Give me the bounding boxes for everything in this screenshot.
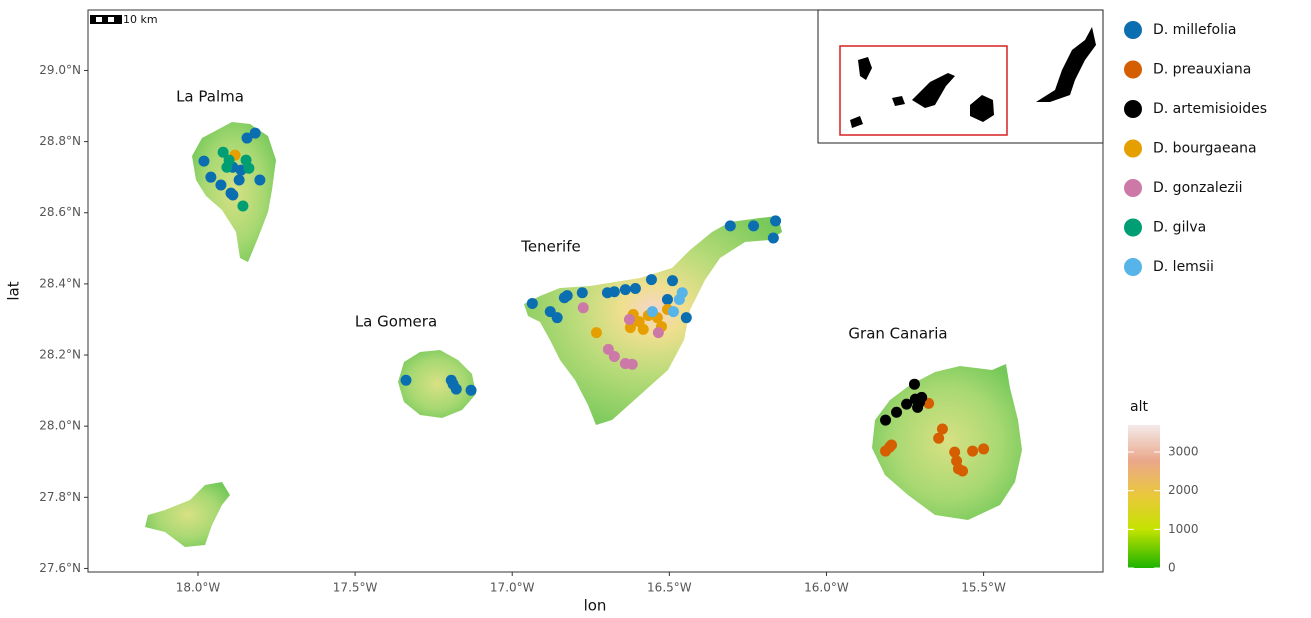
point bbox=[653, 327, 664, 338]
colorbar-tick-label: 3000 bbox=[1168, 445, 1199, 459]
y-tick-label: 29.0°N bbox=[39, 63, 81, 77]
point bbox=[646, 274, 657, 285]
point bbox=[466, 385, 477, 396]
map: 10 km La Palma La Gomera Tenerife Gran C… bbox=[0, 0, 1311, 618]
point bbox=[224, 155, 235, 166]
y-axis-label: lat bbox=[5, 281, 23, 300]
legend-marker bbox=[1124, 100, 1142, 118]
island-label: La Palma bbox=[176, 88, 244, 106]
colorbar-tick-label: 2000 bbox=[1168, 483, 1199, 497]
island-label: Gran Canaria bbox=[848, 325, 947, 343]
y-tick-label: 28.4°N bbox=[39, 276, 81, 290]
legend-marker bbox=[1124, 258, 1142, 276]
point bbox=[916, 392, 927, 403]
point bbox=[198, 156, 209, 167]
point bbox=[250, 128, 261, 139]
legend-marker bbox=[1124, 140, 1142, 158]
point bbox=[891, 407, 902, 418]
y-tick-label: 28.2°N bbox=[39, 348, 81, 362]
colorbar bbox=[1128, 425, 1160, 568]
point bbox=[243, 163, 254, 174]
point bbox=[609, 351, 620, 362]
legend-label: D. gonzalezii bbox=[1153, 180, 1243, 196]
point bbox=[768, 233, 779, 244]
point bbox=[577, 287, 588, 298]
point bbox=[215, 180, 226, 191]
point bbox=[401, 375, 412, 386]
legend-marker bbox=[1124, 21, 1142, 39]
legend-label: D. gilva bbox=[1153, 220, 1206, 236]
inset-map bbox=[818, 10, 1103, 143]
point bbox=[677, 287, 688, 298]
colorbar-tick-label: 0 bbox=[1168, 561, 1176, 575]
point bbox=[627, 359, 638, 370]
point bbox=[527, 298, 538, 309]
x-tick-label: 17.0°W bbox=[490, 581, 535, 595]
point bbox=[880, 415, 891, 426]
point bbox=[912, 402, 923, 413]
point bbox=[937, 424, 948, 435]
point bbox=[884, 442, 895, 453]
point bbox=[562, 290, 573, 301]
point bbox=[254, 175, 265, 186]
point bbox=[957, 465, 968, 476]
legend-label: D. preauxiana bbox=[1153, 62, 1251, 78]
legend-label: D. lemsii bbox=[1153, 259, 1214, 275]
point bbox=[681, 312, 692, 323]
x-tick-label: 15.5°W bbox=[961, 581, 1006, 595]
legend-label: D. artemisioides bbox=[1153, 101, 1267, 117]
point bbox=[647, 306, 658, 317]
point bbox=[552, 312, 563, 323]
island-label: Tenerife bbox=[520, 238, 580, 256]
x-tick-label: 17.5°W bbox=[333, 581, 378, 595]
point bbox=[234, 175, 245, 186]
scale-bar-seg bbox=[96, 17, 102, 22]
point bbox=[591, 327, 602, 338]
y-tick-label: 28.6°N bbox=[39, 205, 81, 219]
point bbox=[624, 314, 635, 325]
point bbox=[237, 200, 248, 211]
x-axis-label: lon bbox=[584, 597, 607, 615]
y-tick-label: 28.8°N bbox=[39, 134, 81, 148]
legend-marker bbox=[1124, 179, 1142, 197]
x-tick-label: 16.0°W bbox=[804, 581, 849, 595]
y-tick-label: 27.6°N bbox=[39, 561, 81, 575]
point bbox=[978, 443, 989, 454]
point bbox=[668, 306, 679, 317]
point bbox=[770, 215, 781, 226]
point bbox=[748, 220, 759, 231]
point bbox=[630, 283, 641, 294]
y-tick-label: 27.8°N bbox=[39, 490, 81, 504]
point bbox=[205, 172, 216, 183]
point bbox=[227, 189, 238, 200]
scale-bar-seg bbox=[108, 17, 114, 22]
legend-marker bbox=[1124, 219, 1142, 237]
colorbar-tick-label: 1000 bbox=[1168, 522, 1199, 536]
point bbox=[909, 379, 920, 390]
point bbox=[578, 302, 589, 313]
point bbox=[662, 294, 673, 305]
point bbox=[725, 220, 736, 231]
legend-marker bbox=[1124, 61, 1142, 79]
x-tick-label: 16.5°W bbox=[647, 581, 692, 595]
legend-label: D. millefolia bbox=[1153, 22, 1236, 38]
point bbox=[967, 446, 978, 457]
scale-bar-box bbox=[90, 15, 122, 24]
island-label: La Gomera bbox=[355, 313, 437, 331]
point bbox=[667, 275, 678, 286]
x-tick-label: 18.0°W bbox=[176, 581, 221, 595]
scale-bar-label: 10 km bbox=[123, 13, 158, 26]
legend-label: D. bourgaeana bbox=[1153, 141, 1257, 157]
point bbox=[609, 286, 620, 297]
point bbox=[620, 284, 631, 295]
colorbar-title: alt bbox=[1130, 399, 1148, 415]
point bbox=[634, 316, 645, 327]
point bbox=[448, 379, 459, 390]
y-tick-label: 28.0°N bbox=[39, 419, 81, 433]
